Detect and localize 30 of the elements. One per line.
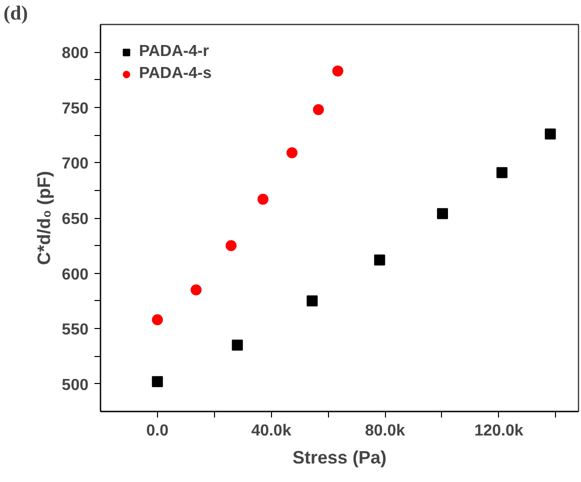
point: [286, 147, 298, 158]
point: [232, 340, 243, 351]
point: [544, 128, 556, 140]
y-tick-label: 500: [62, 376, 89, 394]
y-tick-label: 650: [62, 211, 89, 228]
y-tick-label: 800: [62, 45, 89, 62]
x-tick-label: 120.0k: [474, 422, 524, 440]
point: [152, 314, 163, 326]
legend-label: PADA-4-r: [139, 43, 209, 61]
point: [312, 104, 324, 116]
point: [190, 284, 202, 296]
point: [152, 376, 163, 388]
point: [306, 295, 318, 306]
point: [257, 194, 268, 205]
y-tick-label: 700: [62, 156, 89, 173]
point: [374, 254, 386, 266]
y-tick-label: 750: [62, 100, 89, 118]
x-tick-label: 0.0: [146, 422, 169, 440]
legend-label: PADA-4-s: [139, 65, 212, 83]
y-axis-title: C*d/d₀ (pF): [34, 170, 54, 266]
x-tick-label: 40.0k: [251, 422, 292, 440]
y-tick-label: 600: [62, 266, 89, 284]
chart-title: (d): [4, 2, 28, 24]
point: [226, 240, 237, 252]
x-tick-label: 80.0k: [365, 422, 406, 440]
point: [437, 208, 448, 220]
point: [332, 65, 344, 76]
y-tick-label: 550: [62, 322, 89, 339]
point: [496, 167, 508, 178]
x-axis-title: Stress (Pa): [292, 448, 387, 468]
